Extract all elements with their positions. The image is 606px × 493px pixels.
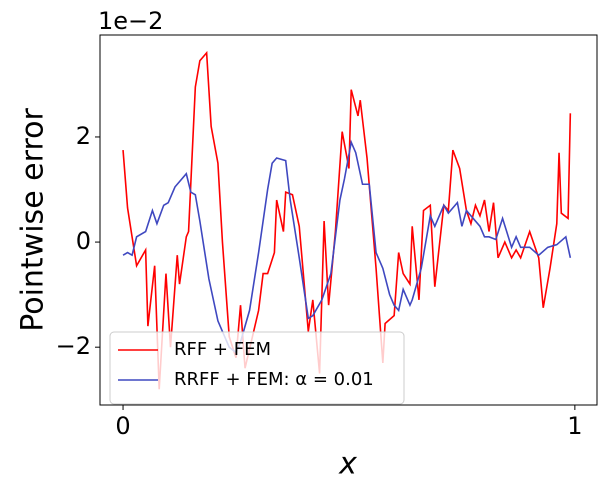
y-axis-label: Pointwise error [16, 108, 51, 332]
plot-frame [99, 34, 598, 406]
data-line [122, 50, 572, 390]
legend-label: RFF + FEM [174, 339, 271, 360]
y-tick-label: −2 [56, 332, 91, 360]
y-offset-label: 1e−2 [98, 7, 163, 35]
y-tick-label: 0 [76, 227, 91, 255]
y-tick-label: 2 [76, 122, 91, 150]
data-line [122, 139, 572, 354]
legend-box [109, 331, 405, 405]
x-axis-label: x [338, 447, 357, 482]
x-tick-label: 1 [567, 412, 582, 440]
x-tick-label: 0 [115, 412, 130, 440]
legend-label: RRFF + FEM: α = 0.01 [174, 369, 374, 390]
